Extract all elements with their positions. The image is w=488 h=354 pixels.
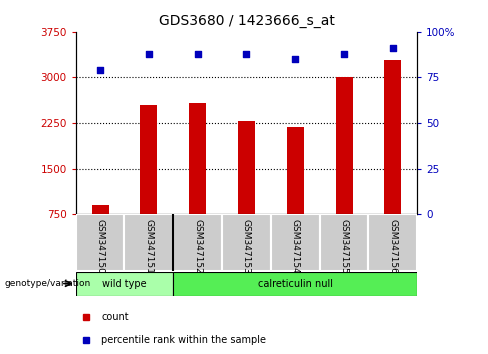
Bar — [173, 272, 417, 296]
Text: count: count — [102, 312, 129, 322]
Bar — [141, 105, 157, 260]
Bar — [385, 60, 402, 260]
Bar — [238, 121, 255, 260]
Bar — [320, 214, 368, 271]
Point — [145, 51, 153, 57]
Text: GSM347150: GSM347150 — [96, 219, 104, 274]
Text: GSM347151: GSM347151 — [144, 219, 153, 274]
Text: GSM347154: GSM347154 — [291, 219, 300, 273]
Text: wild type: wild type — [102, 279, 147, 289]
Point — [96, 67, 104, 73]
Text: calreticulin null: calreticulin null — [258, 279, 333, 289]
Point — [194, 51, 202, 57]
Point — [340, 51, 348, 57]
Point — [243, 51, 250, 57]
Bar — [271, 214, 320, 271]
Bar — [76, 272, 173, 296]
Bar — [222, 214, 271, 271]
Point — [291, 56, 299, 62]
Bar — [92, 205, 108, 260]
Text: GSM347155: GSM347155 — [340, 219, 348, 274]
Bar — [124, 214, 173, 271]
Text: genotype/variation: genotype/variation — [5, 279, 91, 288]
Bar — [287, 127, 304, 260]
Text: GSM347153: GSM347153 — [242, 219, 251, 274]
Text: percentile rank within the sample: percentile rank within the sample — [102, 335, 266, 346]
Title: GDS3680 / 1423666_s_at: GDS3680 / 1423666_s_at — [159, 14, 334, 28]
Bar — [336, 77, 353, 260]
Point — [389, 45, 397, 51]
Bar — [173, 214, 222, 271]
Text: GSM347156: GSM347156 — [388, 219, 397, 274]
Text: GSM347152: GSM347152 — [193, 219, 202, 273]
Bar — [76, 214, 124, 271]
Bar — [368, 214, 417, 271]
Bar — [189, 103, 206, 260]
